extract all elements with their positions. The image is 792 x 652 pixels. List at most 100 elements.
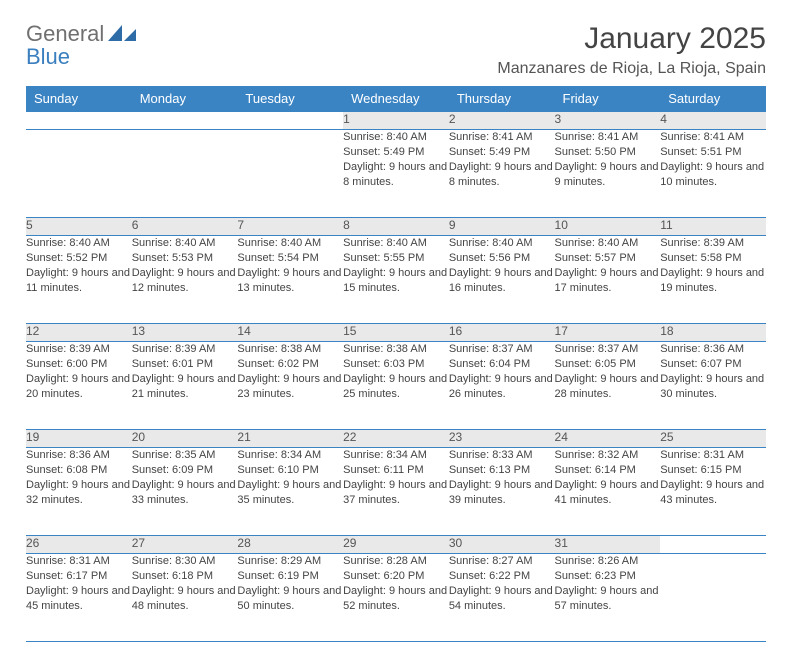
- sunrise-line: Sunrise: 8:40 AM: [449, 236, 555, 251]
- daylight-line: Daylight: 9 hours and 50 minutes.: [237, 584, 343, 614]
- sunset-line: Sunset: 6:19 PM: [237, 569, 343, 584]
- sunrise-line: Sunrise: 8:27 AM: [449, 554, 555, 569]
- daylight-line: Daylight: 9 hours and 13 minutes.: [237, 266, 343, 296]
- day-number-cell: 7: [237, 218, 343, 236]
- sunrise-line: Sunrise: 8:41 AM: [660, 130, 766, 145]
- day-number-cell: [237, 112, 343, 130]
- day-data-cell: Sunrise: 8:38 AMSunset: 6:02 PMDaylight:…: [237, 342, 343, 430]
- day-number-cell: 21: [237, 430, 343, 448]
- day-data-row: Sunrise: 8:31 AMSunset: 6:17 PMDaylight:…: [26, 554, 766, 642]
- page-header: General Blue January 2025 Manzanares de …: [26, 22, 766, 78]
- sunrise-line: Sunrise: 8:30 AM: [132, 554, 238, 569]
- daylight-line: Daylight: 9 hours and 30 minutes.: [660, 372, 766, 402]
- day-data-cell: Sunrise: 8:30 AMSunset: 6:18 PMDaylight:…: [132, 554, 238, 642]
- sunset-line: Sunset: 6:11 PM: [343, 463, 449, 478]
- day-data-cell: Sunrise: 8:40 AMSunset: 5:57 PMDaylight:…: [555, 236, 661, 324]
- daylight-line: Daylight: 9 hours and 16 minutes.: [449, 266, 555, 296]
- sunrise-line: Sunrise: 8:39 AM: [26, 342, 132, 357]
- day-number-cell: 1: [343, 112, 449, 130]
- sunset-line: Sunset: 5:52 PM: [26, 251, 132, 266]
- sunset-line: Sunset: 6:05 PM: [555, 357, 661, 372]
- sunset-line: Sunset: 6:10 PM: [237, 463, 343, 478]
- day-data-cell: Sunrise: 8:31 AMSunset: 6:17 PMDaylight:…: [26, 554, 132, 642]
- day-number-cell: 31: [555, 536, 661, 554]
- daylight-line: Daylight: 9 hours and 57 minutes.: [555, 584, 661, 614]
- sunrise-line: Sunrise: 8:39 AM: [660, 236, 766, 251]
- daylight-line: Daylight: 9 hours and 52 minutes.: [343, 584, 449, 614]
- day-number-cell: 6: [132, 218, 238, 236]
- day-data-cell: [237, 130, 343, 218]
- day-number-cell: 28: [237, 536, 343, 554]
- day-number-cell: 11: [660, 218, 766, 236]
- day-data-cell: [26, 130, 132, 218]
- day-data-cell: Sunrise: 8:40 AMSunset: 5:55 PMDaylight:…: [343, 236, 449, 324]
- calendar-body: 1234Sunrise: 8:40 AMSunset: 5:49 PMDayli…: [26, 112, 766, 642]
- sunset-line: Sunset: 6:20 PM: [343, 569, 449, 584]
- day-number-cell: [26, 112, 132, 130]
- sunrise-line: Sunrise: 8:40 AM: [237, 236, 343, 251]
- daylight-line: Daylight: 9 hours and 21 minutes.: [132, 372, 238, 402]
- weekday-header: Wednesday: [343, 86, 449, 112]
- sunset-line: Sunset: 5:49 PM: [449, 145, 555, 160]
- weekday-header: Sunday: [26, 86, 132, 112]
- day-data-cell: Sunrise: 8:39 AMSunset: 6:01 PMDaylight:…: [132, 342, 238, 430]
- sunset-line: Sunset: 6:17 PM: [26, 569, 132, 584]
- daylight-line: Daylight: 9 hours and 32 minutes.: [26, 478, 132, 508]
- day-data-cell: Sunrise: 8:29 AMSunset: 6:19 PMDaylight:…: [237, 554, 343, 642]
- sunrise-line: Sunrise: 8:40 AM: [26, 236, 132, 251]
- day-number-cell: 14: [237, 324, 343, 342]
- sunrise-line: Sunrise: 8:40 AM: [343, 236, 449, 251]
- day-number-cell: 3: [555, 112, 661, 130]
- daylight-line: Daylight: 9 hours and 41 minutes.: [555, 478, 661, 508]
- day-data-row: Sunrise: 8:40 AMSunset: 5:49 PMDaylight:…: [26, 130, 766, 218]
- day-data-cell: Sunrise: 8:40 AMSunset: 5:49 PMDaylight:…: [343, 130, 449, 218]
- day-number-cell: 29: [343, 536, 449, 554]
- day-data-cell: Sunrise: 8:36 AMSunset: 6:07 PMDaylight:…: [660, 342, 766, 430]
- weekday-header: Monday: [132, 86, 238, 112]
- sunset-line: Sunset: 5:58 PM: [660, 251, 766, 266]
- day-data-cell: Sunrise: 8:33 AMSunset: 6:13 PMDaylight:…: [449, 448, 555, 536]
- daylight-line: Daylight: 9 hours and 54 minutes.: [449, 584, 555, 614]
- daylight-line: Daylight: 9 hours and 20 minutes.: [26, 372, 132, 402]
- daylight-line: Daylight: 9 hours and 37 minutes.: [343, 478, 449, 508]
- sunset-line: Sunset: 5:49 PM: [343, 145, 449, 160]
- day-number-cell: 25: [660, 430, 766, 448]
- sunset-line: Sunset: 5:56 PM: [449, 251, 555, 266]
- sunset-line: Sunset: 6:15 PM: [660, 463, 766, 478]
- day-number-cell: 20: [132, 430, 238, 448]
- logo-word-2: Blue: [26, 44, 70, 69]
- day-data-cell: Sunrise: 8:41 AMSunset: 5:51 PMDaylight:…: [660, 130, 766, 218]
- day-data-cell: Sunrise: 8:38 AMSunset: 6:03 PMDaylight:…: [343, 342, 449, 430]
- sunrise-line: Sunrise: 8:40 AM: [555, 236, 661, 251]
- day-data-cell: Sunrise: 8:37 AMSunset: 6:04 PMDaylight:…: [449, 342, 555, 430]
- day-data-row: Sunrise: 8:39 AMSunset: 6:00 PMDaylight:…: [26, 342, 766, 430]
- sunrise-line: Sunrise: 8:26 AM: [555, 554, 661, 569]
- sunset-line: Sunset: 5:51 PM: [660, 145, 766, 160]
- sunrise-line: Sunrise: 8:40 AM: [132, 236, 238, 251]
- day-number-cell: 5: [26, 218, 132, 236]
- day-data-cell: Sunrise: 8:26 AMSunset: 6:23 PMDaylight:…: [555, 554, 661, 642]
- sunset-line: Sunset: 5:50 PM: [555, 145, 661, 160]
- sunset-line: Sunset: 6:13 PM: [449, 463, 555, 478]
- day-number-cell: 12: [26, 324, 132, 342]
- day-number-cell: 4: [660, 112, 766, 130]
- sunrise-line: Sunrise: 8:28 AM: [343, 554, 449, 569]
- sunrise-line: Sunrise: 8:39 AM: [132, 342, 238, 357]
- day-data-cell: Sunrise: 8:35 AMSunset: 6:09 PMDaylight:…: [132, 448, 238, 536]
- sunset-line: Sunset: 6:02 PM: [237, 357, 343, 372]
- sunrise-line: Sunrise: 8:41 AM: [555, 130, 661, 145]
- daylight-line: Daylight: 9 hours and 15 minutes.: [343, 266, 449, 296]
- day-data-cell: Sunrise: 8:40 AMSunset: 5:52 PMDaylight:…: [26, 236, 132, 324]
- calendar-table: SundayMondayTuesdayWednesdayThursdayFrid…: [26, 86, 766, 642]
- sunset-line: Sunset: 5:57 PM: [555, 251, 661, 266]
- day-data-cell: Sunrise: 8:31 AMSunset: 6:15 PMDaylight:…: [660, 448, 766, 536]
- day-number-row: 1234: [26, 112, 766, 130]
- month-title: January 2025: [497, 22, 766, 56]
- daylight-line: Daylight: 9 hours and 8 minutes.: [343, 160, 449, 190]
- daylight-line: Daylight: 9 hours and 10 minutes.: [660, 160, 766, 190]
- sunset-line: Sunset: 6:01 PM: [132, 357, 238, 372]
- brand-logo: General Blue: [26, 22, 138, 68]
- sunset-line: Sunset: 6:22 PM: [449, 569, 555, 584]
- day-data-cell: Sunrise: 8:34 AMSunset: 6:11 PMDaylight:…: [343, 448, 449, 536]
- sunrise-line: Sunrise: 8:33 AM: [449, 448, 555, 463]
